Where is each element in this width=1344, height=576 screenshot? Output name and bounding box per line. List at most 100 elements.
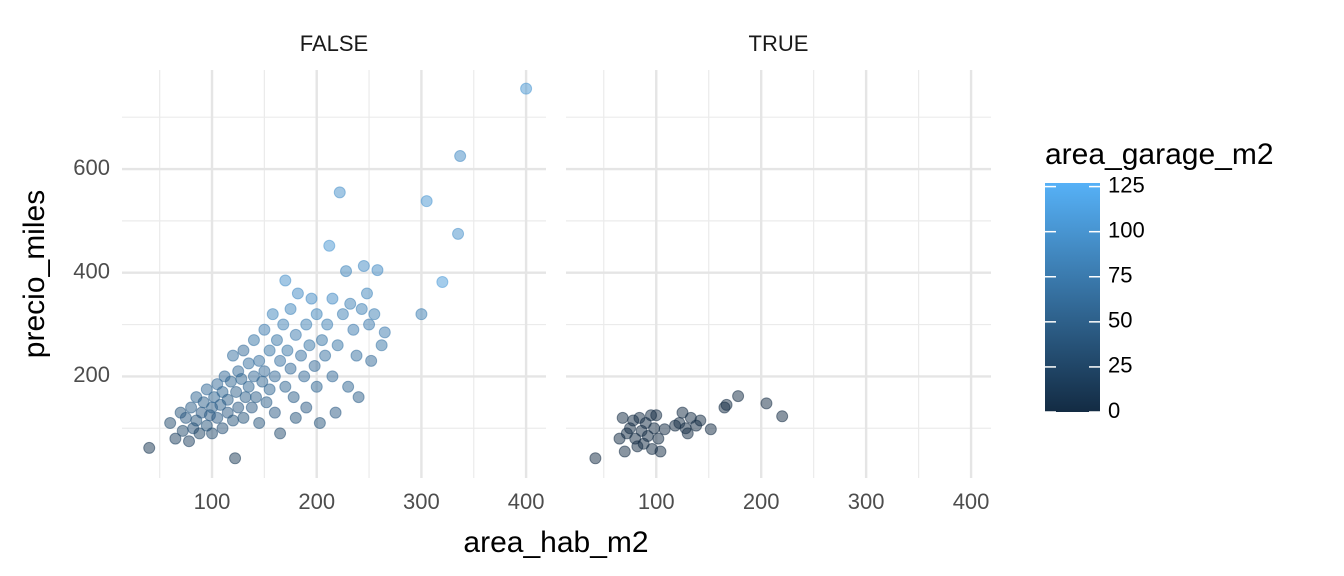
point xyxy=(321,318,334,331)
point xyxy=(247,334,260,347)
point xyxy=(363,318,376,331)
point xyxy=(289,411,302,424)
point xyxy=(694,414,707,427)
point xyxy=(704,423,717,436)
point xyxy=(616,411,629,424)
point xyxy=(206,427,219,440)
x-tick-label: 400 xyxy=(508,489,545,514)
point xyxy=(454,150,467,163)
point xyxy=(221,393,234,406)
point xyxy=(310,380,323,393)
point xyxy=(652,432,665,445)
point xyxy=(245,401,258,414)
point xyxy=(230,385,243,398)
point xyxy=(344,297,357,310)
point xyxy=(315,334,328,347)
point xyxy=(452,227,465,240)
legend-title: area_garage_m2 xyxy=(1045,138,1274,171)
point xyxy=(436,276,449,289)
point xyxy=(229,452,242,465)
point xyxy=(284,302,297,315)
colorbar-label: 50 xyxy=(1108,308,1132,333)
point xyxy=(326,370,339,383)
point xyxy=(250,391,263,404)
point xyxy=(654,445,667,458)
point xyxy=(200,383,213,396)
point xyxy=(260,396,273,409)
point xyxy=(658,423,671,436)
point xyxy=(242,357,255,370)
x-tick-label: 200 xyxy=(298,489,335,514)
point xyxy=(298,370,311,383)
point xyxy=(253,417,266,430)
point xyxy=(224,375,237,388)
point xyxy=(263,344,276,357)
point xyxy=(253,354,266,367)
point xyxy=(336,308,349,321)
x-tick-label: 400 xyxy=(953,489,990,514)
y-tick-label: 600 xyxy=(73,155,110,180)
point xyxy=(279,380,292,393)
point xyxy=(303,339,316,352)
point xyxy=(289,328,302,341)
point xyxy=(347,323,360,336)
point xyxy=(375,339,388,352)
point xyxy=(274,354,287,367)
point xyxy=(263,383,276,396)
point xyxy=(650,409,663,422)
point xyxy=(242,380,255,393)
point xyxy=(211,411,224,424)
point xyxy=(291,287,304,300)
point xyxy=(284,362,297,375)
y-tick-label: 400 xyxy=(73,259,110,284)
point xyxy=(319,349,332,362)
point xyxy=(365,354,378,367)
x-tick-label: 100 xyxy=(194,489,231,514)
point xyxy=(313,417,326,430)
point xyxy=(333,186,346,199)
point xyxy=(279,274,292,287)
point xyxy=(681,427,694,440)
x-tick-label: 300 xyxy=(848,489,885,514)
colorbar-label: 100 xyxy=(1108,217,1145,242)
point xyxy=(342,380,355,393)
point xyxy=(226,349,239,362)
point xyxy=(520,82,533,95)
colorbar xyxy=(1045,183,1100,412)
point xyxy=(216,422,229,435)
point xyxy=(235,372,248,385)
point xyxy=(193,427,206,440)
point xyxy=(295,349,308,362)
x-tick-label: 300 xyxy=(403,489,440,514)
point xyxy=(371,264,384,277)
point xyxy=(164,417,177,430)
point xyxy=(618,445,631,458)
point xyxy=(360,287,373,300)
colorbar-label: 0 xyxy=(1108,398,1120,423)
point xyxy=(258,365,271,378)
point xyxy=(760,397,773,410)
point xyxy=(776,410,789,423)
facet-label: FALSE xyxy=(300,31,368,56)
point xyxy=(378,326,391,339)
point xyxy=(268,370,281,383)
point xyxy=(183,435,196,448)
point xyxy=(277,318,290,331)
point xyxy=(274,427,287,440)
point xyxy=(268,406,281,419)
colorbar-label: 125 xyxy=(1108,172,1145,197)
point xyxy=(237,344,250,357)
point xyxy=(355,302,368,315)
point xyxy=(352,391,365,404)
y-axis-title: precio_miles xyxy=(18,190,51,358)
point xyxy=(239,391,252,404)
x-axis-title: area_hab_m2 xyxy=(463,526,648,559)
point xyxy=(237,411,250,424)
point xyxy=(308,360,321,373)
point xyxy=(287,391,300,404)
point xyxy=(266,308,279,321)
point xyxy=(589,452,602,465)
point xyxy=(357,259,370,272)
x-tick-label: 100 xyxy=(638,489,675,514)
point xyxy=(300,318,313,331)
